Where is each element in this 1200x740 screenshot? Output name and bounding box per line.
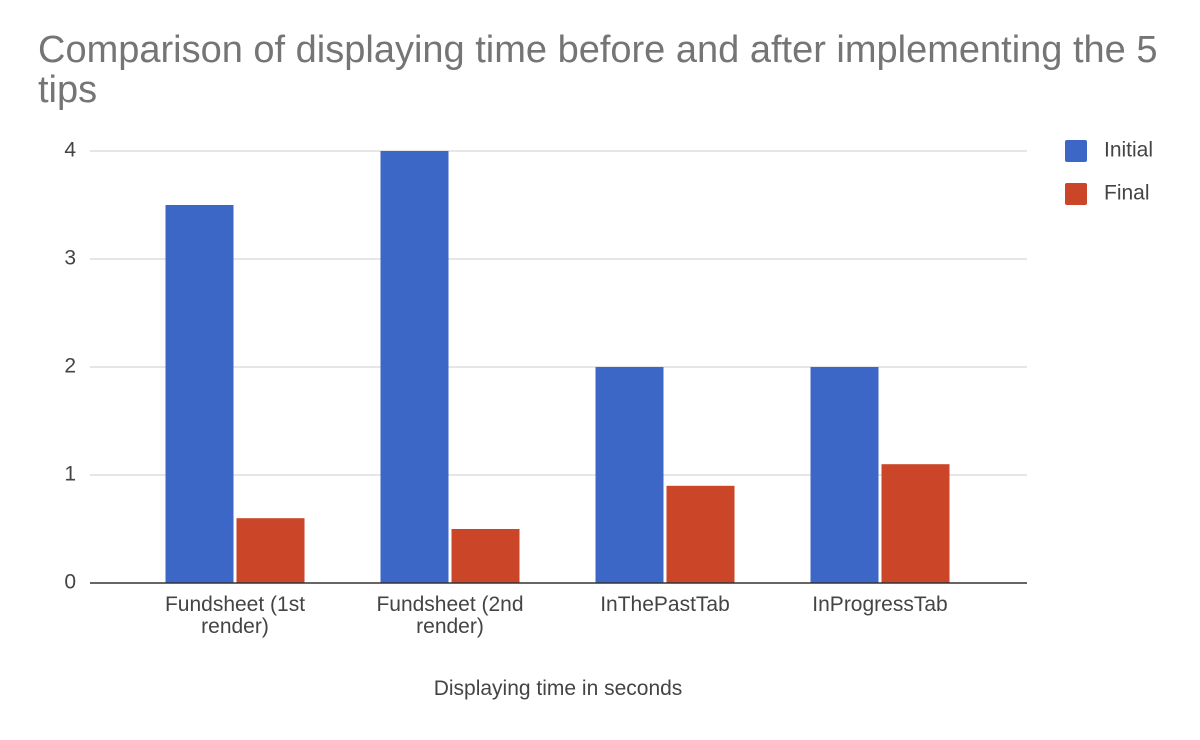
bar — [165, 205, 234, 583]
chart-title: Comparison of displaying time before and… — [38, 29, 1158, 111]
legend-label: Final — [1104, 182, 1150, 205]
legend-swatch — [1065, 183, 1087, 205]
bar — [236, 518, 305, 583]
bar — [380, 151, 449, 583]
y-tick-label: 3 — [64, 247, 76, 270]
x-tick-label: InProgressTab — [812, 593, 948, 616]
legend-label: Initial — [1104, 139, 1153, 162]
y-tick-label: 1 — [64, 463, 76, 486]
y-tick-label: 2 — [64, 355, 76, 378]
legend-swatch — [1065, 140, 1087, 162]
y-tick-label: 4 — [64, 139, 76, 162]
x-tick-label: Fundsheet (2nd render) — [376, 593, 524, 638]
bar — [595, 367, 664, 583]
x-tick-label: Fundsheet (1st render) — [164, 593, 306, 638]
x-axis-label: Displaying time in seconds — [433, 677, 683, 700]
y-tick-label: 0 — [64, 571, 76, 594]
bar — [451, 529, 520, 583]
bar — [810, 367, 879, 583]
bar — [881, 464, 950, 583]
bar — [666, 485, 735, 583]
x-tick-label: InThePastTab — [600, 593, 730, 616]
